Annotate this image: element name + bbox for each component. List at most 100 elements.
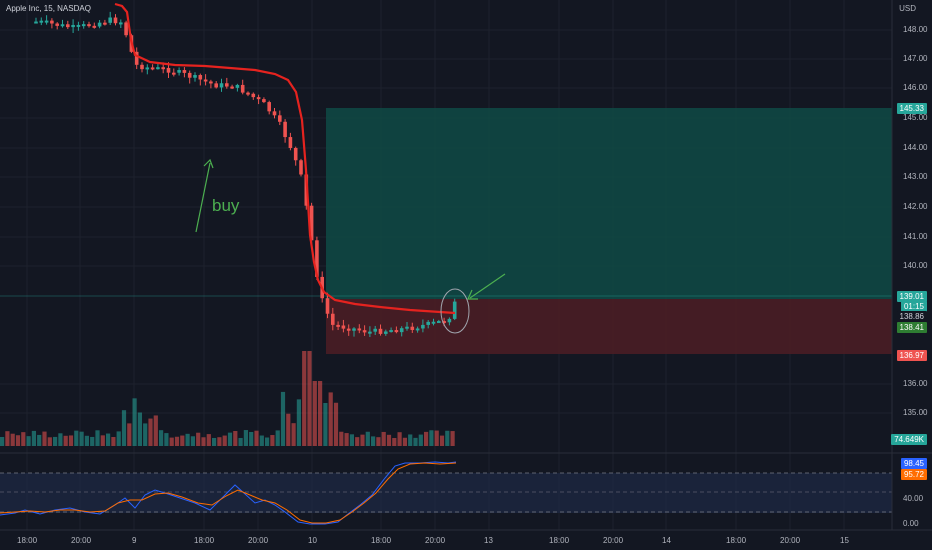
candle-body xyxy=(97,22,102,27)
candle-body xyxy=(283,121,287,138)
buy-arrowhead-icon xyxy=(203,158,214,169)
price-tick: 143.00 xyxy=(903,172,928,181)
volume-bar xyxy=(68,435,74,446)
candle-body xyxy=(150,67,155,70)
volume-bar xyxy=(174,436,180,446)
volume-bar xyxy=(90,436,95,446)
candle-body xyxy=(346,328,351,331)
volume-bar xyxy=(296,399,301,446)
volume-bar xyxy=(392,437,397,446)
time-label: 10 xyxy=(308,536,317,545)
candle-body xyxy=(267,102,271,112)
volume-bar xyxy=(286,413,291,446)
ma-price-tag: 138.86 xyxy=(896,311,927,322)
time-label: 18:00 xyxy=(371,536,392,545)
volume-bar xyxy=(339,431,344,446)
volume-bar xyxy=(360,434,365,446)
volume-bar xyxy=(106,433,111,446)
candle-body xyxy=(198,75,203,80)
candle-body xyxy=(156,67,160,70)
volume-bar xyxy=(153,415,158,446)
time-label: 18:00 xyxy=(726,536,747,545)
candle-body xyxy=(134,51,139,65)
volume-bar xyxy=(275,430,280,446)
volume-bar xyxy=(53,436,58,446)
target-price-tag: 145.33 xyxy=(896,103,927,114)
volume-bar xyxy=(227,432,233,446)
volume-bar xyxy=(137,412,142,446)
volume-bar xyxy=(164,433,169,446)
time-label: 9 xyxy=(132,536,137,545)
time-label: 20:00 xyxy=(71,536,92,545)
volume-bar xyxy=(132,398,137,446)
price-tick: 136.00 xyxy=(903,379,928,388)
currency-label: USD xyxy=(899,4,916,13)
volume-bar xyxy=(259,435,264,446)
volume-bar xyxy=(439,435,445,446)
candle-body xyxy=(108,17,112,23)
target-zone[interactable] xyxy=(326,108,892,299)
volume-bar xyxy=(254,430,259,446)
candle-body xyxy=(421,324,425,329)
volume-bar xyxy=(5,431,10,446)
candle-body xyxy=(373,328,377,332)
candle-body xyxy=(256,97,261,100)
volume-bar xyxy=(333,402,339,446)
price-tick: 140.00 xyxy=(903,261,928,270)
candle-body xyxy=(87,24,91,27)
volume-bar xyxy=(159,430,164,446)
volume-bar xyxy=(47,437,52,446)
price-tick: 148.00 xyxy=(903,25,928,34)
volume-bar xyxy=(26,436,31,446)
volume-bar xyxy=(190,436,195,446)
time-label: 14 xyxy=(662,536,671,545)
volume-bar xyxy=(429,430,434,446)
volume-bar xyxy=(10,433,15,446)
candle-body xyxy=(219,83,224,88)
volume-bar xyxy=(79,431,84,446)
candle-body xyxy=(278,115,282,122)
volume-bar xyxy=(265,437,270,446)
candle-body xyxy=(34,21,38,24)
time-label: 20:00 xyxy=(425,536,446,545)
candle-body xyxy=(203,79,208,82)
price-tick: 145.00 xyxy=(903,113,928,122)
volume-bar xyxy=(63,435,68,446)
volume-bar xyxy=(84,435,89,446)
candle-body xyxy=(230,86,234,89)
countdown-tag: 01:15 xyxy=(900,301,927,312)
candle-body xyxy=(246,92,250,95)
time-label: 20:00 xyxy=(248,536,269,545)
price-tick: 141.00 xyxy=(903,232,928,241)
stoch-k-tag: 98.45 xyxy=(900,458,927,469)
candle-body xyxy=(341,325,346,329)
candle-body xyxy=(331,313,335,325)
volume-bar xyxy=(212,437,217,446)
candle-body xyxy=(288,137,293,148)
stoch-k-line xyxy=(0,461,457,525)
symbol-title[interactable]: Apple Inc, 15, NASDAQ xyxy=(6,4,91,13)
candle-body xyxy=(209,81,213,84)
volume-bar xyxy=(371,436,376,446)
candle-body xyxy=(447,318,452,323)
candle-body xyxy=(39,20,44,23)
price-tick: 142.00 xyxy=(903,202,928,211)
volume-bar xyxy=(15,435,21,446)
volume-bar xyxy=(349,434,354,446)
candle-body xyxy=(394,330,399,333)
candle-body xyxy=(225,83,229,87)
candle-body xyxy=(66,24,70,28)
volume-bar xyxy=(143,423,148,446)
time-label: 20:00 xyxy=(603,536,624,545)
volume-bar xyxy=(280,391,286,446)
time-label: 15 xyxy=(840,536,849,545)
volume-bar xyxy=(180,435,185,446)
stop-zone[interactable] xyxy=(326,299,892,354)
volume-bar xyxy=(312,381,317,446)
candle-body xyxy=(103,22,107,25)
volume-bar xyxy=(381,431,386,446)
volume-bar xyxy=(424,431,429,446)
buy-arrow-icon xyxy=(195,162,211,233)
volume-bar xyxy=(397,432,402,446)
